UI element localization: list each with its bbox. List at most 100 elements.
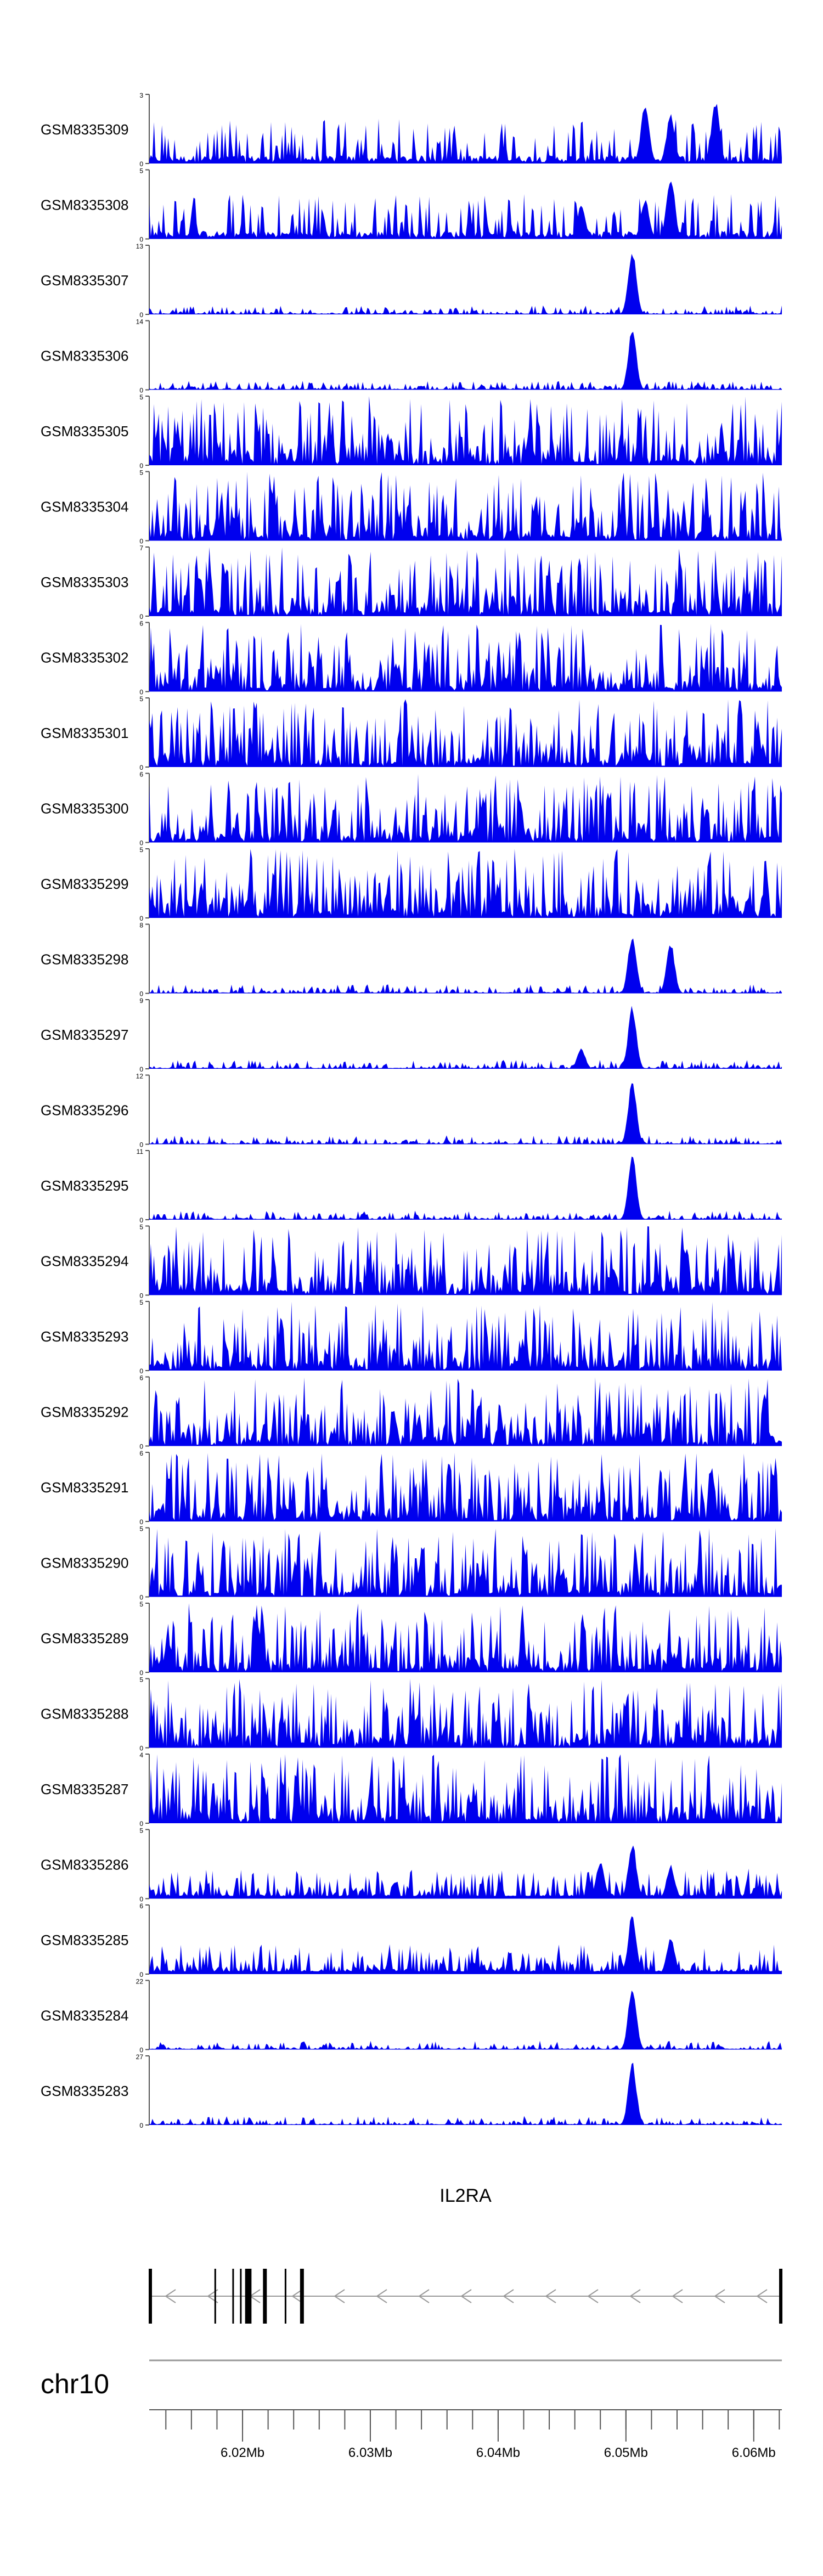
strand-chevron — [334, 2289, 345, 2303]
track-gsm8335287-ymax-label: 4 — [139, 1751, 143, 1759]
track-gsm8335302-label: GSM8335302 — [41, 650, 128, 666]
track-gsm8335289-ymax-label: 5 — [139, 1600, 143, 1608]
track-gsm8335309-signal — [149, 104, 782, 164]
track-gsm8335301-ymin-label: 0 — [139, 764, 143, 771]
track-gsm8335304-ymax-label: 5 — [139, 469, 143, 477]
track-gsm8335287-signal — [149, 1754, 782, 1823]
track-gsm8335293-ymin-label: 0 — [139, 1367, 143, 1375]
track-gsm8335305-ymin-label: 0 — [139, 462, 143, 470]
track-gsm8335285-signal — [149, 1916, 782, 1974]
exon — [232, 2269, 234, 2324]
track-gsm8335301-signal — [149, 699, 782, 767]
x-tick-label: 6.02Mb — [221, 2445, 264, 2460]
track-gsm8335307-label: GSM8335307 — [41, 272, 128, 289]
track-gsm8335283-label: GSM8335283 — [41, 2083, 128, 2099]
track-gsm8335290-label: GSM8335290 — [41, 1555, 128, 1571]
track-gsm8335291-ymax-label: 6 — [139, 1450, 143, 1457]
track-gsm8335294-ymin-label: 0 — [139, 1292, 143, 1300]
track-gsm8335298-ymin-label: 0 — [139, 990, 143, 998]
track-gsm8335308-ymin-label: 0 — [139, 236, 143, 244]
strand-chevron — [587, 2289, 599, 2303]
track-gsm8335287-label: GSM8335287 — [41, 1781, 128, 1797]
track-gsm8335291-ymin-label: 0 — [139, 1518, 143, 1526]
track-gsm8335289-label: GSM8335289 — [41, 1630, 128, 1647]
track-gsm8335291-signal — [149, 1452, 782, 1521]
track-gsm8335302-signal — [149, 623, 782, 692]
track-gsm8335296-ymin-label: 0 — [139, 1141, 143, 1149]
track-gsm8335290-signal — [149, 1527, 782, 1597]
track-gsm8335309-label: GSM8335309 — [41, 121, 128, 138]
track-gsm8335307-signal — [149, 253, 782, 314]
track-gsm8335299-ymax-label: 5 — [139, 846, 143, 854]
track-gsm8335287-ymin-label: 0 — [139, 1820, 143, 1828]
track-gsm8335290-ymin-label: 0 — [139, 1594, 143, 1602]
track-gsm8335295-label: GSM8335295 — [41, 1177, 128, 1194]
track-gsm8335289-ymin-label: 0 — [139, 1669, 143, 1677]
gene-end-exon — [779, 2269, 782, 2324]
track-gsm8335296-label: GSM8335296 — [41, 1102, 128, 1119]
strand-chevron — [460, 2289, 472, 2303]
track-gsm8335304-ymin-label: 0 — [139, 538, 143, 545]
track-gsm8335290-ymax-label: 5 — [139, 1525, 143, 1533]
strand-chevron — [545, 2289, 556, 2303]
track-gsm8335297-ymax-label: 9 — [139, 997, 143, 1005]
track-gsm8335288-ymax-label: 5 — [139, 1676, 143, 1684]
track-gsm8335303-ymax-label: 7 — [139, 544, 143, 552]
track-gsm8335305-signal — [149, 396, 782, 465]
strand-chevron — [376, 2289, 387, 2303]
track-gsm8335288-label: GSM8335288 — [41, 1706, 128, 1722]
track-gsm8335296-ymax-label: 12 — [136, 1073, 144, 1080]
track-gsm8335302-ymax-label: 6 — [139, 620, 143, 628]
x-tick-label: 6.06Mb — [732, 2445, 776, 2460]
track-gsm8335291-label: GSM8335291 — [41, 1479, 128, 1496]
x-tick-label: 6.04Mb — [476, 2445, 520, 2460]
track-gsm8335292-ymax-label: 6 — [139, 1374, 143, 1382]
strand-chevron — [165, 2289, 176, 2303]
track-gsm8335284-ymin-label: 0 — [139, 2047, 143, 2054]
track-gsm8335293-signal — [149, 1301, 782, 1371]
track-gsm8335285-ymax-label: 6 — [139, 1902, 143, 1910]
track-gsm8335309-ymin-label: 0 — [139, 160, 143, 168]
chromosome-label: chr10 — [41, 2369, 109, 2399]
track-gsm8335308-signal — [149, 181, 782, 239]
track-gsm8335299-signal — [149, 849, 782, 918]
gene-start-exon — [149, 2269, 152, 2324]
track-gsm8335288-signal — [149, 1678, 782, 1748]
track-gsm8335297-label: GSM8335297 — [41, 1027, 128, 1043]
track-gsm8335283-signal — [149, 2062, 782, 2125]
track-gsm8335300-ymax-label: 6 — [139, 771, 143, 779]
track-gsm8335304-label: GSM8335304 — [41, 499, 128, 515]
exon — [245, 2269, 252, 2324]
track-gsm8335306-label: GSM8335306 — [41, 348, 128, 364]
strand-chevron — [714, 2289, 725, 2303]
strand-chevron — [291, 2289, 303, 2303]
track-gsm8335300-ymin-label: 0 — [139, 839, 143, 847]
track-gsm8335292-label: GSM8335292 — [41, 1404, 128, 1421]
track-gsm8335295-ymax-label: 11 — [137, 1148, 144, 1155]
track-gsm8335284-signal — [149, 1991, 782, 2050]
track-gsm8335304-signal — [149, 472, 782, 541]
strand-chevron — [672, 2289, 683, 2303]
track-gsm8335296-signal — [149, 1083, 782, 1145]
track-gsm8335298-ymax-label: 8 — [139, 922, 143, 929]
track-gsm8335295-signal — [149, 1157, 782, 1220]
track-gsm8335297-ymin-label: 0 — [139, 1066, 143, 1073]
track-gsm8335286-label: GSM8335286 — [41, 1857, 128, 1873]
track-gsm8335306-ymin-label: 0 — [139, 387, 143, 394]
track-gsm8335307-ymax-label: 13 — [136, 243, 144, 250]
track-gsm8335307-ymin-label: 0 — [139, 311, 143, 319]
track-gsm8335306-ymax-label: 14 — [136, 318, 144, 326]
track-gsm8335289-signal — [149, 1603, 782, 1672]
track-gsm8335294-signal — [149, 1226, 782, 1295]
track-gsm8335299-ymin-label: 0 — [139, 915, 143, 922]
exon — [300, 2269, 304, 2324]
track-gsm8335301-label: GSM8335301 — [41, 725, 128, 741]
track-gsm8335301-ymax-label: 5 — [139, 695, 143, 703]
track-gsm8335303-signal — [149, 547, 782, 616]
track-gsm8335302-ymin-label: 0 — [139, 689, 143, 696]
track-gsm8335288-ymin-label: 0 — [139, 1745, 143, 1752]
track-gsm8335292-ymin-label: 0 — [139, 1443, 143, 1451]
track-gsm8335285-label: GSM8335285 — [41, 1932, 128, 1948]
track-gsm8335305-label: GSM8335305 — [41, 423, 128, 439]
